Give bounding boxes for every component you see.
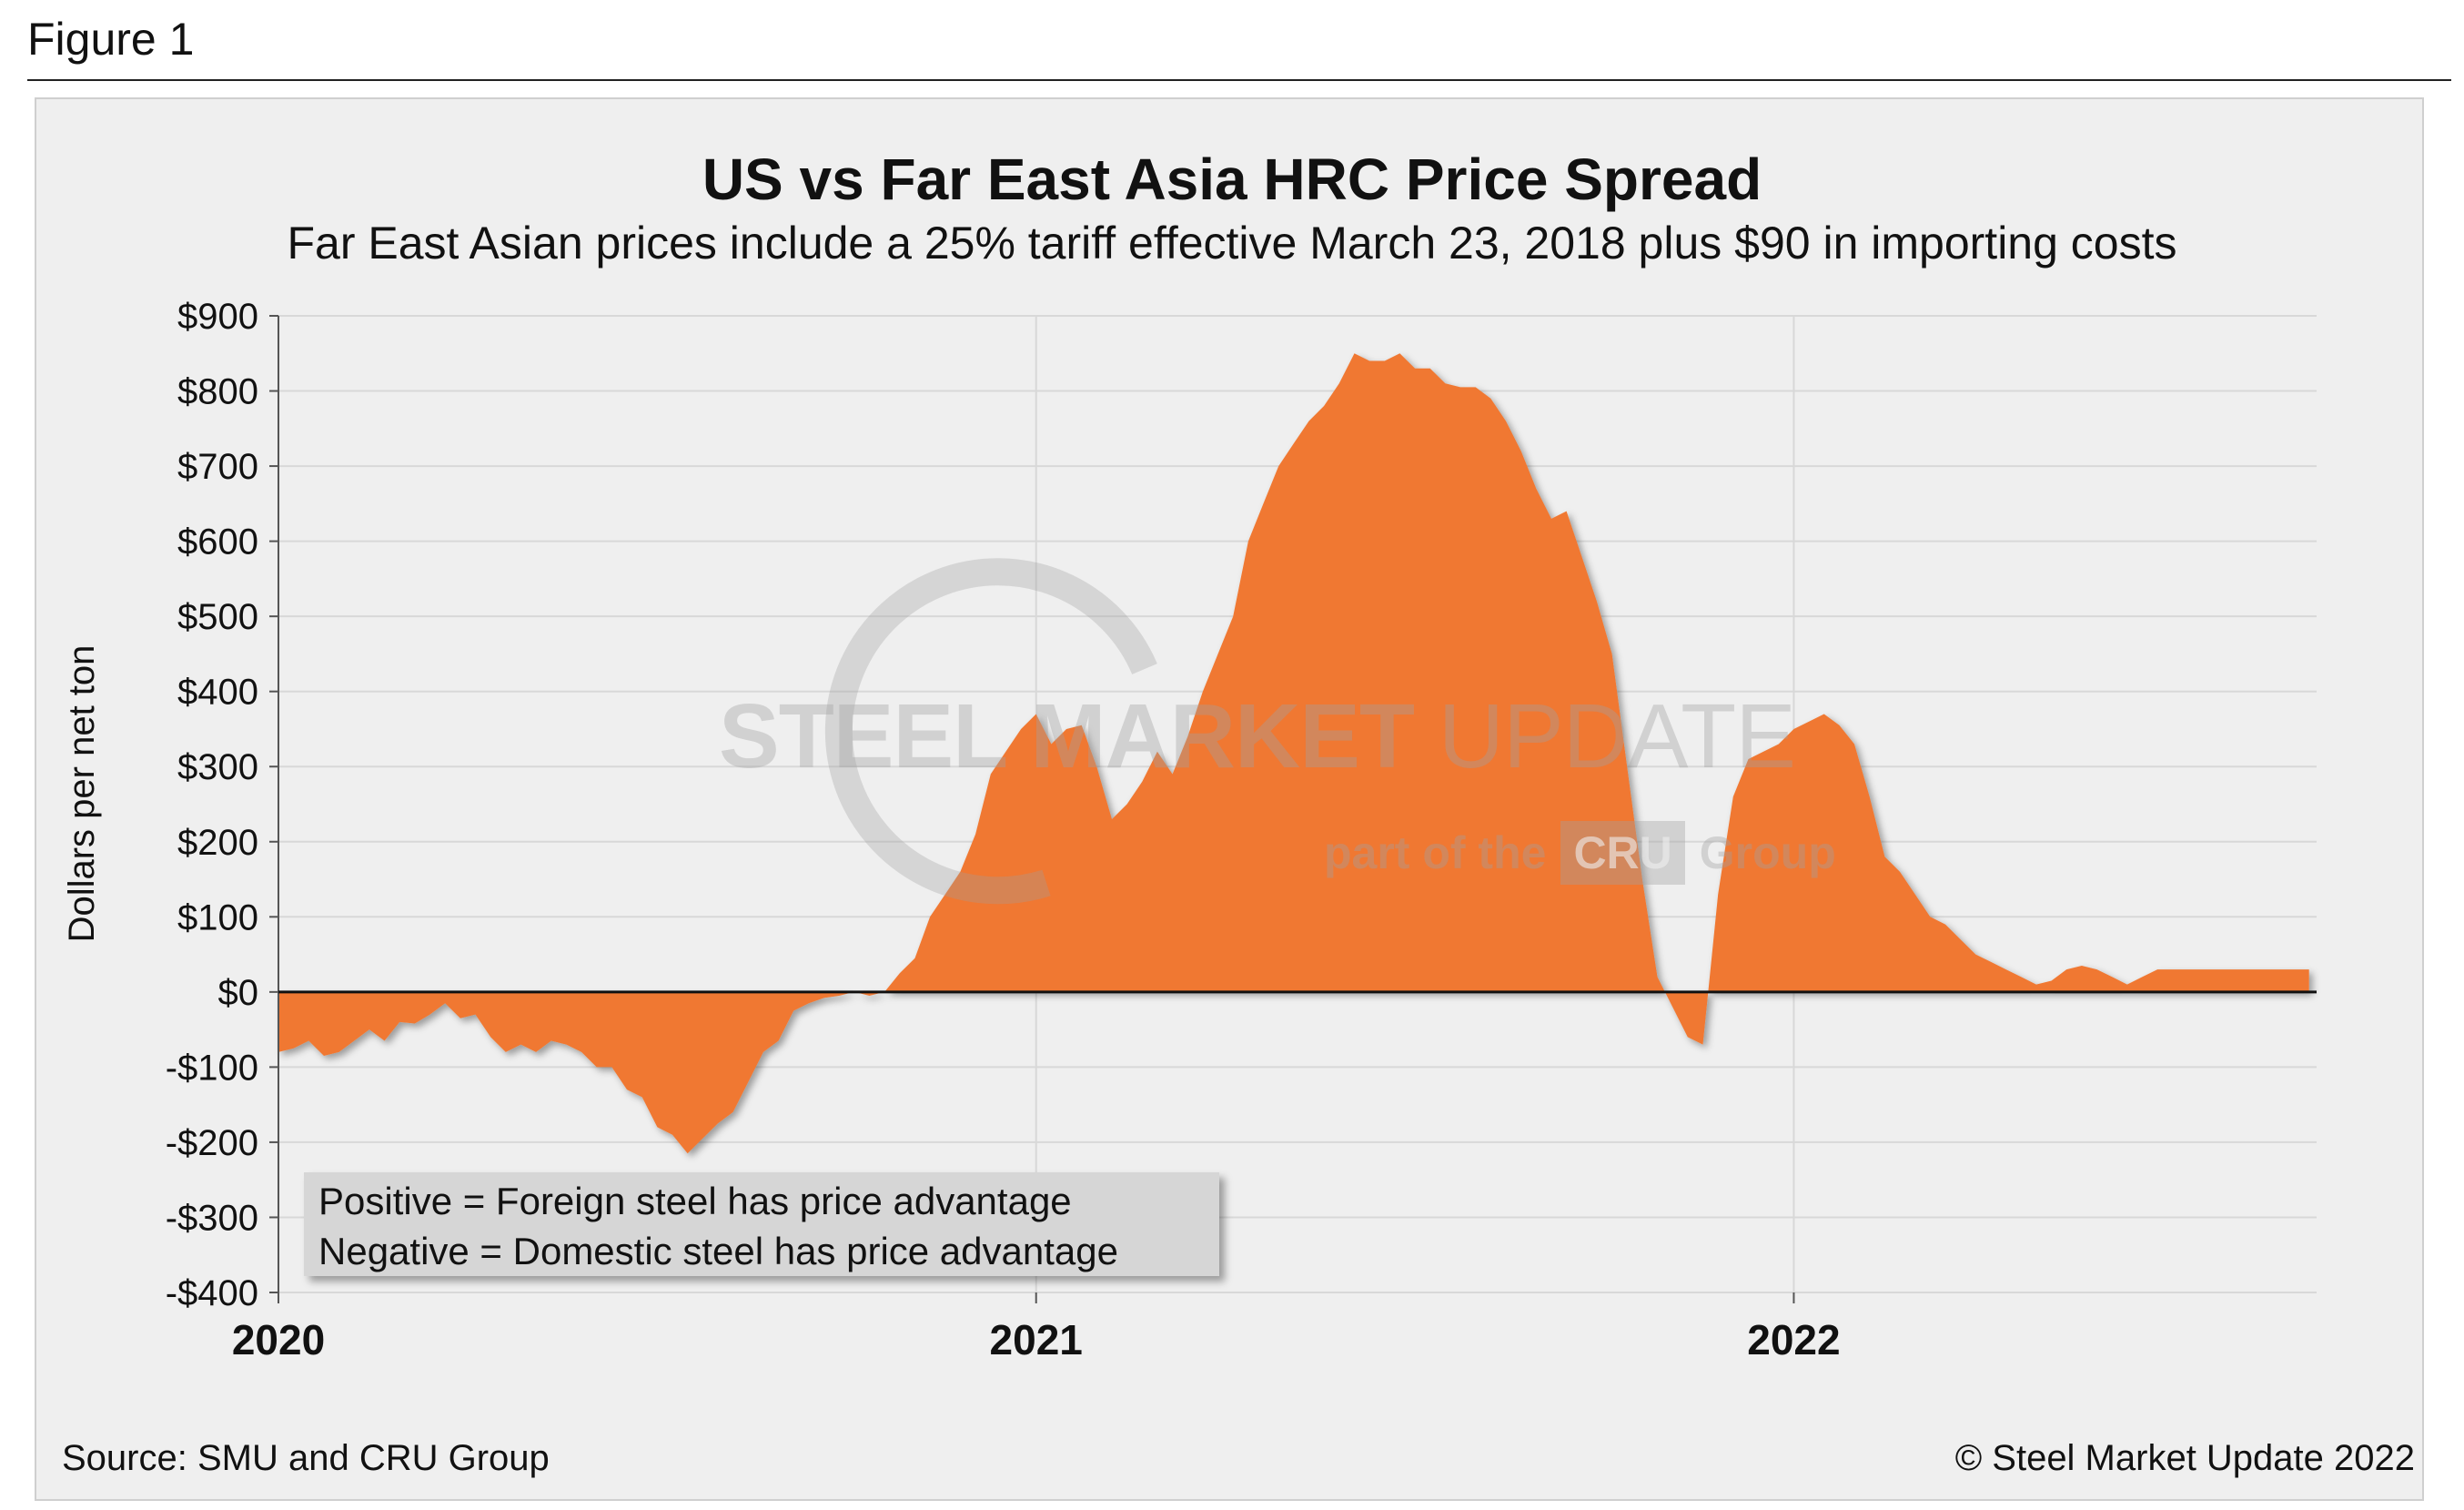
axes (269, 315, 2317, 1303)
y-tick-label: $200 (177, 823, 258, 863)
legend-box: Positive = Foreign steel has price advan… (304, 1172, 1219, 1276)
area-series (278, 353, 2309, 1154)
x-tick-label: 2021 (990, 1316, 1083, 1363)
y-tick-label: $400 (177, 673, 258, 713)
y-tick-label: -$100 (166, 1048, 258, 1088)
y-tick-label: $0 (218, 973, 259, 1013)
figure-label: Figure 1 (27, 14, 195, 65)
y-tick-label: $800 (177, 372, 258, 412)
y-tick-label: $300 (177, 747, 258, 787)
area-fill (278, 353, 2309, 1154)
y-tick-labels: $900 $800 $700 $600 $500 $400 $300 $200 $100 $0 -$… (166, 297, 258, 1313)
y-axis-label: Dollars per net ton (62, 645, 102, 943)
figure-rule (27, 79, 2451, 81)
y-tick-label: $700 (177, 447, 258, 487)
y-tick-label: $500 (177, 597, 258, 637)
y-tick-label: $900 (177, 297, 258, 337)
x-tick-label: 2022 (1747, 1316, 1840, 1363)
copyright-note: © Steel Market Update 2022 (1954, 1438, 2415, 1478)
legend-positive: Positive = Foreign steel has price advan… (318, 1180, 1072, 1222)
y-tick-label: -$400 (166, 1273, 258, 1313)
chart-subtitle: Far East Asian prices include a 25% tari… (287, 218, 2177, 269)
legend-negative: Negative = Domestic steel has price adva… (318, 1230, 1118, 1272)
y-tick-label: -$300 (166, 1198, 258, 1238)
x-tick-labels: 2020 2021 2022 (232, 1316, 1841, 1363)
y-tick-label: $100 (177, 897, 258, 937)
source-note: Source: SMU and CRU Group (62, 1438, 550, 1478)
y-tick-label: $600 (177, 522, 258, 562)
y-tick-label: -$200 (166, 1123, 258, 1163)
x-tick-label: 2020 (232, 1316, 325, 1363)
chart-title: US vs Far East Asia HRC Price Spread (702, 147, 1762, 212)
